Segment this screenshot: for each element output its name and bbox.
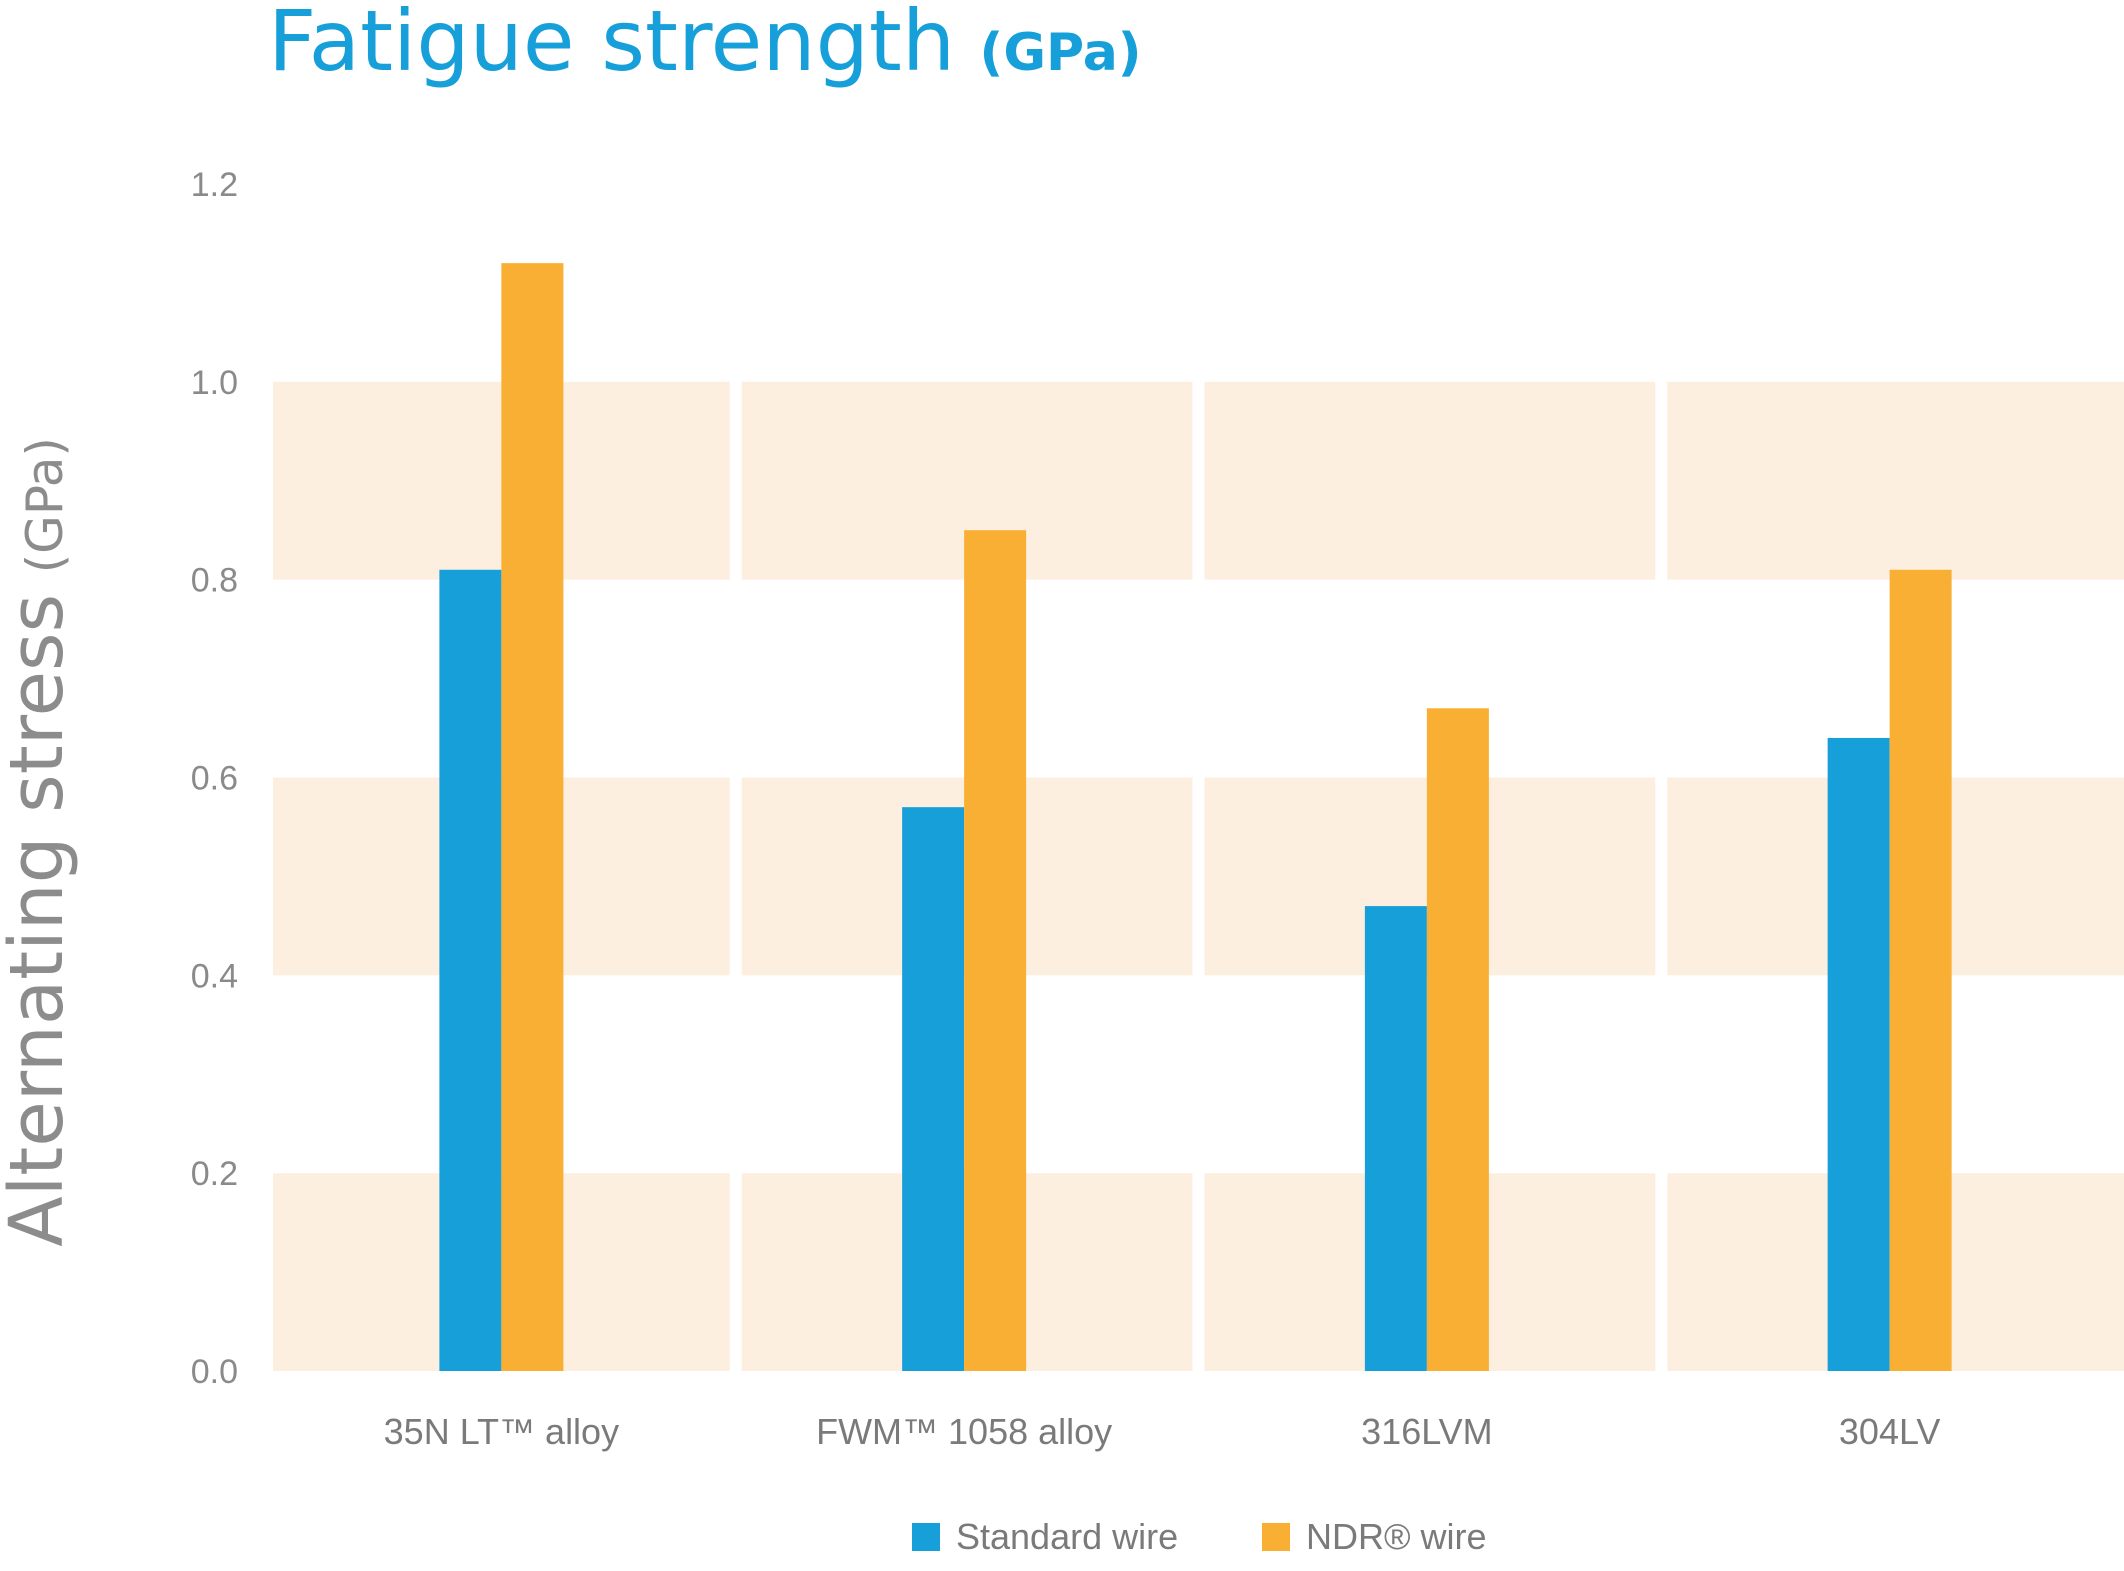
legend-swatch-ndr [1262, 1523, 1290, 1551]
bars [439, 263, 1952, 1372]
x-category-label: 304LV [1839, 1411, 1940, 1452]
y-axis-ticks: 0.0 0.2 0.4 0.6 0.8 1.0 1.2 [191, 166, 238, 1391]
bar-standard-1 [439, 569, 502, 1371]
y-tick-label: 1.2 [191, 166, 238, 204]
y-tick-label: 0.8 [191, 562, 238, 600]
y-tick-label: 0.2 [191, 1155, 238, 1193]
legend-swatch-standard [912, 1523, 940, 1551]
y-tick-label: 1.0 [191, 364, 238, 402]
bar-ndr-4 [1889, 569, 1952, 1371]
y-axis-label-text: Alternating stress [0, 594, 80, 1247]
chart-title: Fatigue strength (GPa) [268, 0, 1142, 90]
bar-standard-2 [902, 807, 965, 1371]
x-category-label: FWM™ 1058 alloy [816, 1411, 1112, 1452]
y-tick-label: 0.0 [191, 1353, 238, 1391]
background-band [1204, 381, 1656, 580]
bar-standard-3 [1364, 906, 1427, 1371]
bar-standard-4 [1827, 737, 1890, 1371]
y-tick-label: 0.4 [191, 957, 238, 995]
background-band [1667, 381, 2124, 580]
y-axis-label-unit: (GPa) [16, 437, 74, 573]
bar-ndr-1 [501, 263, 564, 1372]
bar-ndr-2 [964, 530, 1027, 1371]
y-axis-label: Alternating stress (GPa) [0, 437, 80, 1247]
chart-title-text: Fatigue strength [268, 0, 955, 90]
x-category-label: 316LVM [1361, 1411, 1492, 1452]
chart-title-unit: (GPa) [980, 23, 1142, 83]
bar-ndr-3 [1426, 708, 1489, 1371]
legend-label-standard: Standard wire [956, 1516, 1178, 1557]
legend-label-ndr: NDR® wire [1306, 1516, 1487, 1557]
legend: Standard wire NDR® wire [912, 1516, 1487, 1557]
x-axis-categories: 35N LT™ alloy FWM™ 1058 alloy 316LVM 304LV [384, 1411, 1941, 1452]
x-category-label: 35N LT™ alloy [384, 1411, 619, 1452]
y-tick-label: 0.6 [191, 760, 238, 798]
